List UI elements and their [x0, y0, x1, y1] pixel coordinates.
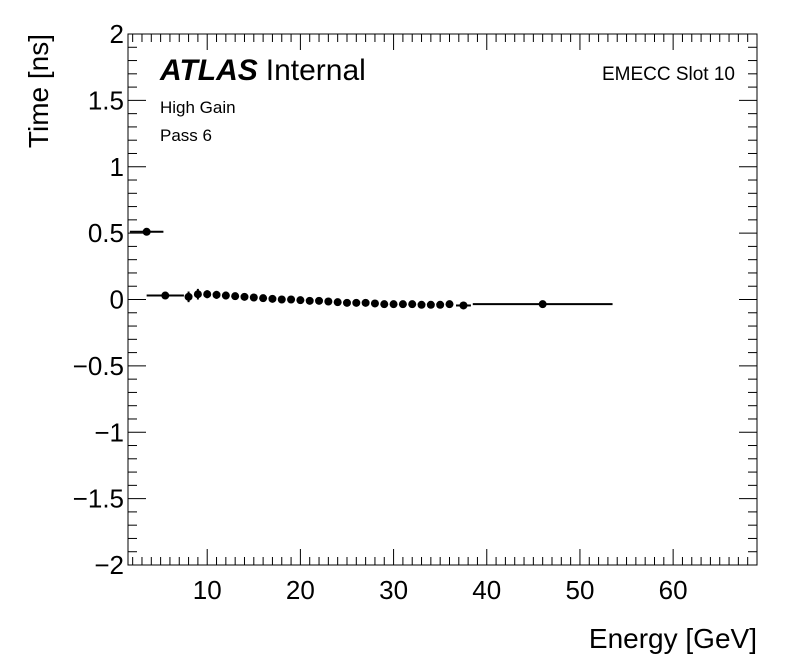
- point-marker: [352, 298, 361, 307]
- point-marker: [287, 295, 296, 304]
- x-tick-label: 10: [193, 575, 222, 605]
- y-tick-label: −0.5: [73, 351, 124, 381]
- data-point: [436, 300, 445, 309]
- point-marker: [538, 300, 547, 309]
- data-point: [315, 296, 324, 305]
- data-point: [342, 298, 351, 307]
- data-point: [398, 300, 407, 309]
- point-marker: [436, 300, 445, 309]
- point-marker: [142, 227, 151, 236]
- atlas-experiment-label: ATLAS: [159, 54, 258, 87]
- data-point: [259, 294, 268, 303]
- atlas-label: ATLAS Internal: [159, 54, 366, 87]
- point-marker: [398, 300, 407, 309]
- y-tick-label: −1: [94, 417, 124, 447]
- point-marker: [408, 300, 417, 309]
- data-point: [212, 290, 221, 299]
- data-point: [203, 290, 212, 299]
- y-tick-label: 0: [110, 285, 124, 315]
- point-marker: [193, 290, 202, 299]
- data-point: [221, 291, 230, 300]
- data-point: [305, 296, 314, 305]
- slot-label: EMECC Slot 10: [602, 64, 735, 85]
- point-marker: [161, 291, 170, 300]
- point-marker: [342, 298, 351, 307]
- data-point: [277, 295, 286, 304]
- point-marker: [305, 296, 314, 305]
- data-series: [129, 227, 613, 310]
- axis-ticks: [128, 33, 758, 566]
- y-tick-label: 0.5: [88, 218, 124, 248]
- x-axis-title: Energy [GeV]: [589, 623, 757, 654]
- point-marker: [296, 296, 305, 305]
- point-marker: [459, 301, 468, 310]
- data-point: [426, 300, 435, 309]
- data-point: [352, 298, 361, 307]
- data-point: [445, 300, 454, 309]
- data-point: [231, 292, 240, 301]
- point-marker: [417, 300, 426, 309]
- data-point: [456, 301, 471, 310]
- data-point: [472, 300, 613, 309]
- point-marker: [426, 300, 435, 309]
- point-marker: [324, 297, 333, 306]
- data-point: [146, 291, 184, 300]
- point-marker: [380, 300, 389, 309]
- data-point: [296, 296, 305, 305]
- y-tick-label: 1.5: [88, 85, 124, 115]
- data-point: [268, 294, 277, 303]
- point-marker: [231, 292, 240, 301]
- data-point: [370, 299, 379, 308]
- x-tick-label: 40: [472, 575, 501, 605]
- data-point: [184, 291, 193, 303]
- data-point: [129, 227, 164, 236]
- data-point: [361, 298, 370, 307]
- data-point: [408, 300, 417, 309]
- point-marker: [212, 290, 221, 299]
- point-marker: [315, 296, 324, 305]
- y-tick-label: 2: [110, 19, 124, 49]
- point-marker: [203, 290, 212, 299]
- data-point: [324, 297, 333, 306]
- y-tick-label: −2: [94, 550, 124, 580]
- x-tick-labels: 10 20 30 40 50 60: [193, 575, 688, 605]
- data-point: [380, 300, 389, 309]
- x-tick-label: 30: [379, 575, 408, 605]
- atlas-status-label: Internal: [266, 54, 366, 87]
- x-tick-label: 20: [286, 575, 315, 605]
- point-marker: [333, 298, 342, 307]
- x-tick-label: 60: [659, 575, 688, 605]
- y-tick-labels: −2 −1.5 −1 −0.5 0 0.5 1 1.5 2: [73, 19, 124, 580]
- data-point: [417, 300, 426, 309]
- point-marker: [249, 293, 258, 302]
- data-point: [287, 295, 296, 304]
- data-point: [240, 292, 249, 301]
- point-marker: [268, 294, 277, 303]
- point-marker: [184, 292, 193, 301]
- point-marker: [445, 300, 454, 309]
- point-marker: [240, 292, 249, 301]
- point-marker: [361, 298, 370, 307]
- point-marker: [277, 295, 286, 304]
- y-tick-label: −1.5: [73, 484, 124, 514]
- x-tick-label: 50: [565, 575, 594, 605]
- data-point: [249, 293, 258, 302]
- pass-label: Pass 6: [160, 126, 212, 145]
- point-marker: [259, 294, 268, 303]
- point-marker: [389, 300, 398, 309]
- y-axis-title: Time [ns]: [23, 34, 54, 148]
- point-marker: [221, 291, 230, 300]
- data-point: [389, 300, 398, 309]
- data-point: [193, 288, 202, 300]
- data-point: [333, 298, 342, 307]
- gain-label: High Gain: [160, 98, 236, 117]
- point-marker: [370, 299, 379, 308]
- y-tick-label: 1: [110, 152, 124, 182]
